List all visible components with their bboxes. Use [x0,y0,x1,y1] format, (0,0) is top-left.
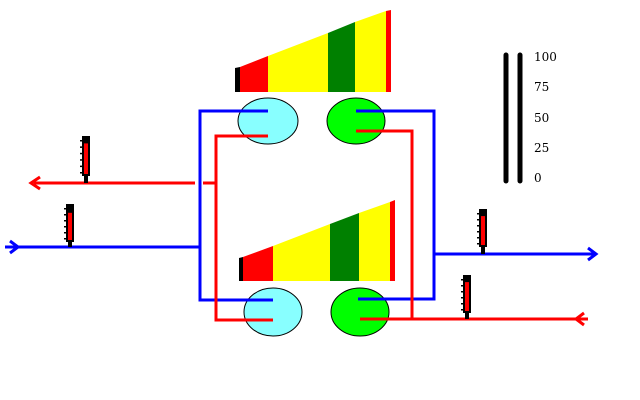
scale-label-75: 75 [534,80,549,94]
gauge-tick [461,291,464,293]
gauge-fill [481,216,485,245]
gauge-fill [465,282,469,311]
arrow-icon-hot-out [28,175,41,191]
condenser-lower [243,287,303,337]
wedge-segment-black-band [239,257,243,281]
wedge-segment-green-band [330,213,359,281]
gauge-stem [481,247,485,254]
arrow-icon-cold-out [587,246,599,262]
gauge-stem [68,242,72,247]
wedge-indicator-top [235,10,391,92]
wedge-segment-yellow-band-right [359,202,390,281]
gauge-tick [477,219,480,221]
gauge-tick [80,165,83,168]
gauge-tick [80,159,83,161]
wedge-segment-yellow-band-left [268,33,328,92]
wedge-segment-red-band [243,246,273,281]
hot-loop [34,129,588,322]
wedge-indicator-bottom [239,200,395,281]
gauge-tick [80,172,83,174]
gauge-tick [64,226,67,228]
gauge-tick [80,140,83,142]
gauge-upper-left [80,136,90,183]
gauge-upper-right [477,209,487,254]
gauge-fill [84,143,88,174]
wedge-segment-yellow-band-left [273,224,330,281]
cold-pipe-right-loop [356,109,436,301]
wedge-segment-green-band [328,22,355,92]
gauge-lower-left [64,204,74,247]
wedge-segment-yellow-band-right [355,11,386,92]
evaporator-upper [326,97,386,145]
gauge-tick [461,285,464,287]
scale-label-50: 50 [534,111,549,125]
gauge-tick [477,213,480,215]
gauge-tick [64,208,67,210]
gauge-tick [80,152,83,155]
gauge-tick [64,232,67,234]
evaporator-lower [330,287,390,337]
scale-label-0: 0 [534,171,542,185]
thermometer-gauges [64,136,487,319]
gauge-lower-right [461,275,471,319]
wedge-segment-red-tip [390,200,395,281]
hot-pipe-right-loop [356,129,414,321]
arrow-icon-cold-in [9,239,21,255]
gauge-stem [465,313,469,319]
gauge-tick [64,220,67,222]
cold-loop [5,109,594,302]
scale-label-100: 100 [534,50,557,64]
gauge-tick [461,309,464,311]
cold-pipe-left-loop [198,109,273,302]
wedge-segment-red-tip [386,10,391,92]
scale-label-25: 25 [534,141,549,155]
gauge-tick [64,238,67,240]
gauge-tick [64,214,67,216]
gauge-tick [461,297,464,299]
arrow-icon-hot-in [573,311,585,327]
gauge-fill [68,212,72,240]
gauge-tick [477,225,480,227]
wedge-segment-red-band [240,56,268,92]
hot-pipe-left-loop [214,134,273,322]
gauge-tick [461,303,464,305]
gauge-tick [477,231,480,233]
reference-scale: 100 75 50 25 0 [503,50,557,185]
wedge-segment-black-band [235,67,240,92]
gauge-tick [80,146,83,148]
gauge-tick [477,243,480,245]
gauge-tick [461,279,464,281]
gauge-stem [84,176,88,183]
gauge-tick [477,237,480,239]
